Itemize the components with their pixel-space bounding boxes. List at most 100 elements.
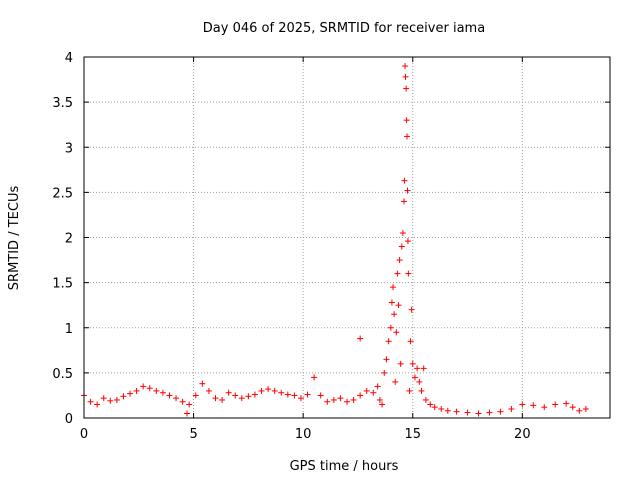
y-tick-label: 0 — [65, 412, 73, 427]
data-point-marker — [393, 329, 400, 336]
y-tick-label: 0.5 — [52, 367, 73, 382]
data-point-marker — [396, 257, 403, 264]
data-point-marker — [404, 238, 411, 245]
data-point-marker — [552, 401, 559, 408]
data-point-marker — [385, 338, 392, 345]
data-point-marker — [569, 404, 576, 411]
data-point-marker — [357, 335, 364, 342]
data-point-marker — [407, 338, 414, 345]
data-point-marker — [363, 387, 370, 394]
data-point-marker — [159, 389, 166, 396]
data-point-marker — [541, 404, 548, 411]
data-point-marker — [153, 387, 160, 394]
data-point-marker — [271, 387, 278, 394]
data-point-marker — [395, 302, 402, 309]
data-point-marker — [344, 398, 350, 405]
data-point-marker — [284, 391, 291, 398]
data-point-marker — [100, 395, 107, 402]
data-point-marker — [251, 391, 258, 398]
y-axis-ticks: 0 0.5 1 1.5 2 2.5 3 3.5 4 — [52, 51, 610, 427]
data-point-marker — [519, 401, 526, 408]
data-point-marker — [403, 85, 410, 92]
data-point-marker — [438, 405, 445, 412]
x-tick-label: 15 — [404, 427, 421, 442]
data-point-marker — [219, 396, 226, 403]
data-point-marker — [383, 356, 390, 363]
data-point-marker — [87, 398, 94, 405]
y-axis-label: SRMTID / TECUs — [7, 186, 22, 291]
data-point-marker — [464, 409, 471, 416]
data-point-marker — [399, 229, 406, 236]
data-point-marker — [486, 409, 493, 416]
data-point-marker — [225, 389, 232, 396]
data-point-marker — [238, 395, 245, 402]
data-point-marker — [376, 396, 383, 403]
data-point-marker — [186, 401, 193, 408]
data-point-marker — [453, 408, 460, 415]
data-point-marker — [324, 398, 331, 405]
data-point-marker — [311, 374, 318, 381]
data-point-marker — [146, 385, 153, 392]
data-point-marker — [497, 408, 504, 415]
data-point-marker — [94, 401, 101, 408]
data-point-marker — [278, 389, 285, 396]
data-point-marker — [582, 405, 589, 412]
data-point-marker — [374, 383, 381, 390]
data-point-marker — [422, 396, 429, 403]
data-point-marker — [390, 284, 397, 291]
x-axis-label: GPS time / hours — [290, 459, 399, 474]
data-point-marker — [304, 391, 311, 398]
data-point-marker — [388, 299, 395, 306]
x-axis-ticks: 0 5 10 15 20 — [80, 57, 531, 442]
data-point-marker — [406, 387, 413, 394]
data-point-marker — [398, 243, 405, 250]
y-tick-label: 3.5 — [52, 96, 73, 111]
x-tick-label: 5 — [189, 427, 197, 442]
data-point-marker — [420, 365, 427, 372]
chart-title: Day 046 of 2025, SRMTID for receiver iam… — [203, 21, 485, 36]
data-point-marker — [402, 73, 409, 80]
data-point-marker — [405, 270, 412, 277]
data-point-marker — [576, 407, 583, 414]
data-point-marker — [409, 360, 416, 367]
data-point-marker — [265, 386, 272, 393]
data-point-marker — [166, 392, 173, 399]
data-point-marker — [245, 393, 252, 400]
data-point-marker — [403, 117, 410, 124]
data-point-marker — [192, 392, 199, 399]
data-point-marker — [475, 410, 482, 417]
data-point-marker — [416, 378, 423, 385]
data-point-marker — [563, 400, 570, 407]
data-point-marker — [120, 393, 127, 400]
grid-lines — [84, 57, 610, 418]
data-point-marker — [404, 187, 411, 194]
data-point-marker — [431, 404, 438, 411]
data-point-marker — [418, 387, 425, 394]
data-point-marker — [330, 396, 337, 403]
data-point-marker — [357, 392, 364, 399]
data-point-marker — [184, 410, 191, 417]
data-point-marker — [381, 369, 388, 376]
y-tick-label: 1.5 — [52, 277, 73, 292]
data-point-marker — [337, 395, 344, 402]
data-point-marker — [258, 387, 265, 394]
data-point-marker — [387, 324, 394, 331]
data-point-marker — [113, 396, 120, 403]
data-point-marker — [392, 378, 399, 385]
data-point-marker — [212, 395, 219, 402]
data-point-marker — [444, 407, 451, 414]
data-point-marker — [414, 365, 421, 372]
y-tick-label: 3 — [65, 141, 73, 156]
data-point-marker — [370, 389, 377, 396]
data-point-marker — [394, 270, 401, 277]
data-point-marker — [179, 398, 186, 405]
data-point-marker — [205, 387, 212, 394]
x-tick-label: 20 — [514, 427, 531, 442]
data-point-marker — [397, 360, 404, 367]
data-point-marker — [404, 133, 411, 140]
data-point-marker — [400, 198, 407, 205]
y-tick-label: 2.5 — [52, 186, 73, 201]
y-tick-label: 1 — [65, 322, 73, 337]
